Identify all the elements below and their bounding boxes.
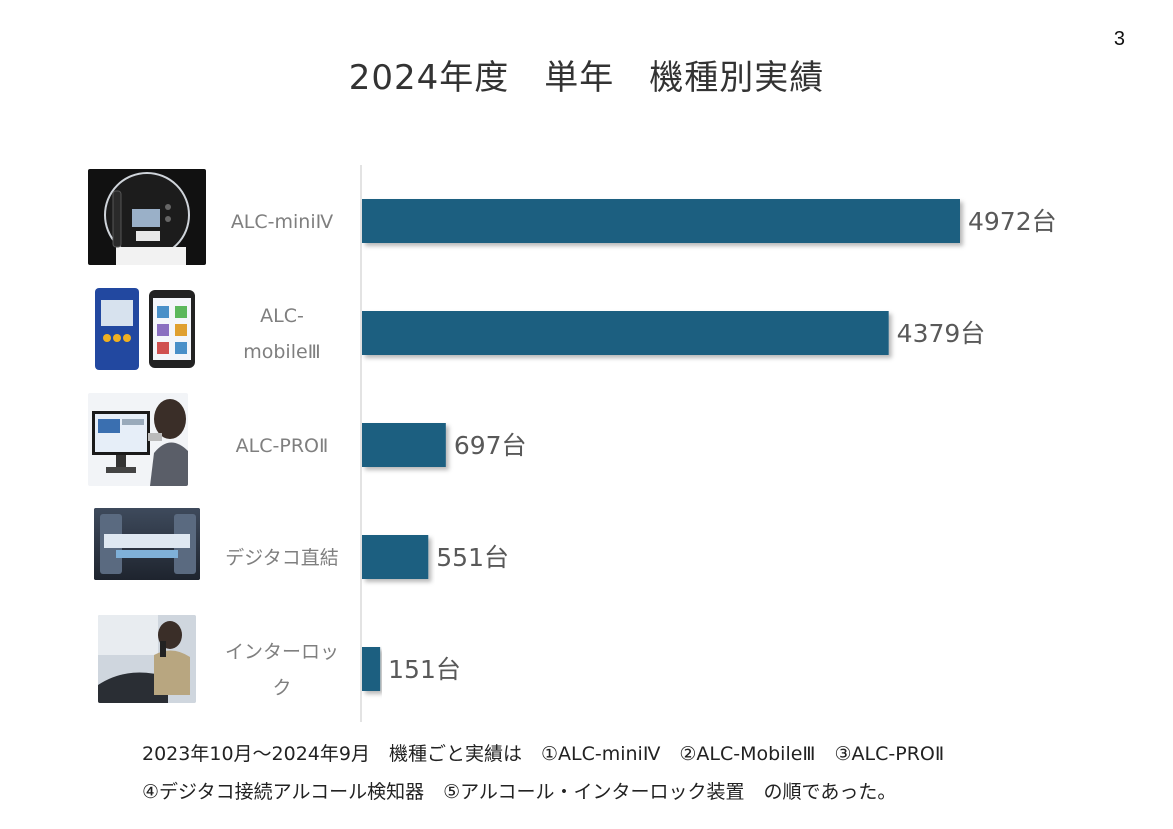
- bar-5: [362, 647, 381, 691]
- bar-2: [362, 311, 889, 355]
- data-label-5: 151台: [388, 655, 461, 684]
- category-label-1: ALC-miniⅣ: [231, 211, 334, 233]
- footer-line-2: ④デジタコ接続アルコール検知器 ⑤アルコール・インターロック装置 の順であった。: [142, 781, 897, 803]
- footer-line-1: 2023年10月～2024年9月 機種ごと実績は ①ALC-miniⅣ ②ALC…: [142, 743, 945, 765]
- category-label-4: デジタコ直結: [225, 547, 339, 569]
- category-label-5: インターロック: [225, 641, 339, 699]
- category-label-2: ALC-mobileⅢ: [243, 305, 321, 363]
- category-label-3: ALC-PROⅡ: [236, 435, 329, 457]
- alc-mini-iv-device-image: [88, 169, 206, 265]
- data-label-2: 4379台: [897, 319, 986, 348]
- data-label-3: 697台: [454, 431, 527, 460]
- alc-pro-ii-usage-image: [88, 393, 188, 486]
- interlock-usage-image: [98, 615, 196, 703]
- bar-3: [362, 423, 446, 467]
- data-label-4: 551台: [436, 543, 509, 572]
- page-number: 3: [1113, 28, 1125, 50]
- digitaco-link-device-image: [94, 508, 200, 580]
- bar-4: [362, 535, 429, 579]
- footer-note: 2023年10月～2024年9月 機種ごと実績は ①ALC-miniⅣ ②ALC…: [142, 735, 944, 811]
- slide-title: 2024年度 単年 機種別実績: [348, 58, 825, 98]
- data-label-1: 4972台: [968, 207, 1057, 236]
- alc-mobile-iii-device-image: [93, 286, 197, 372]
- bar-1: [362, 199, 960, 243]
